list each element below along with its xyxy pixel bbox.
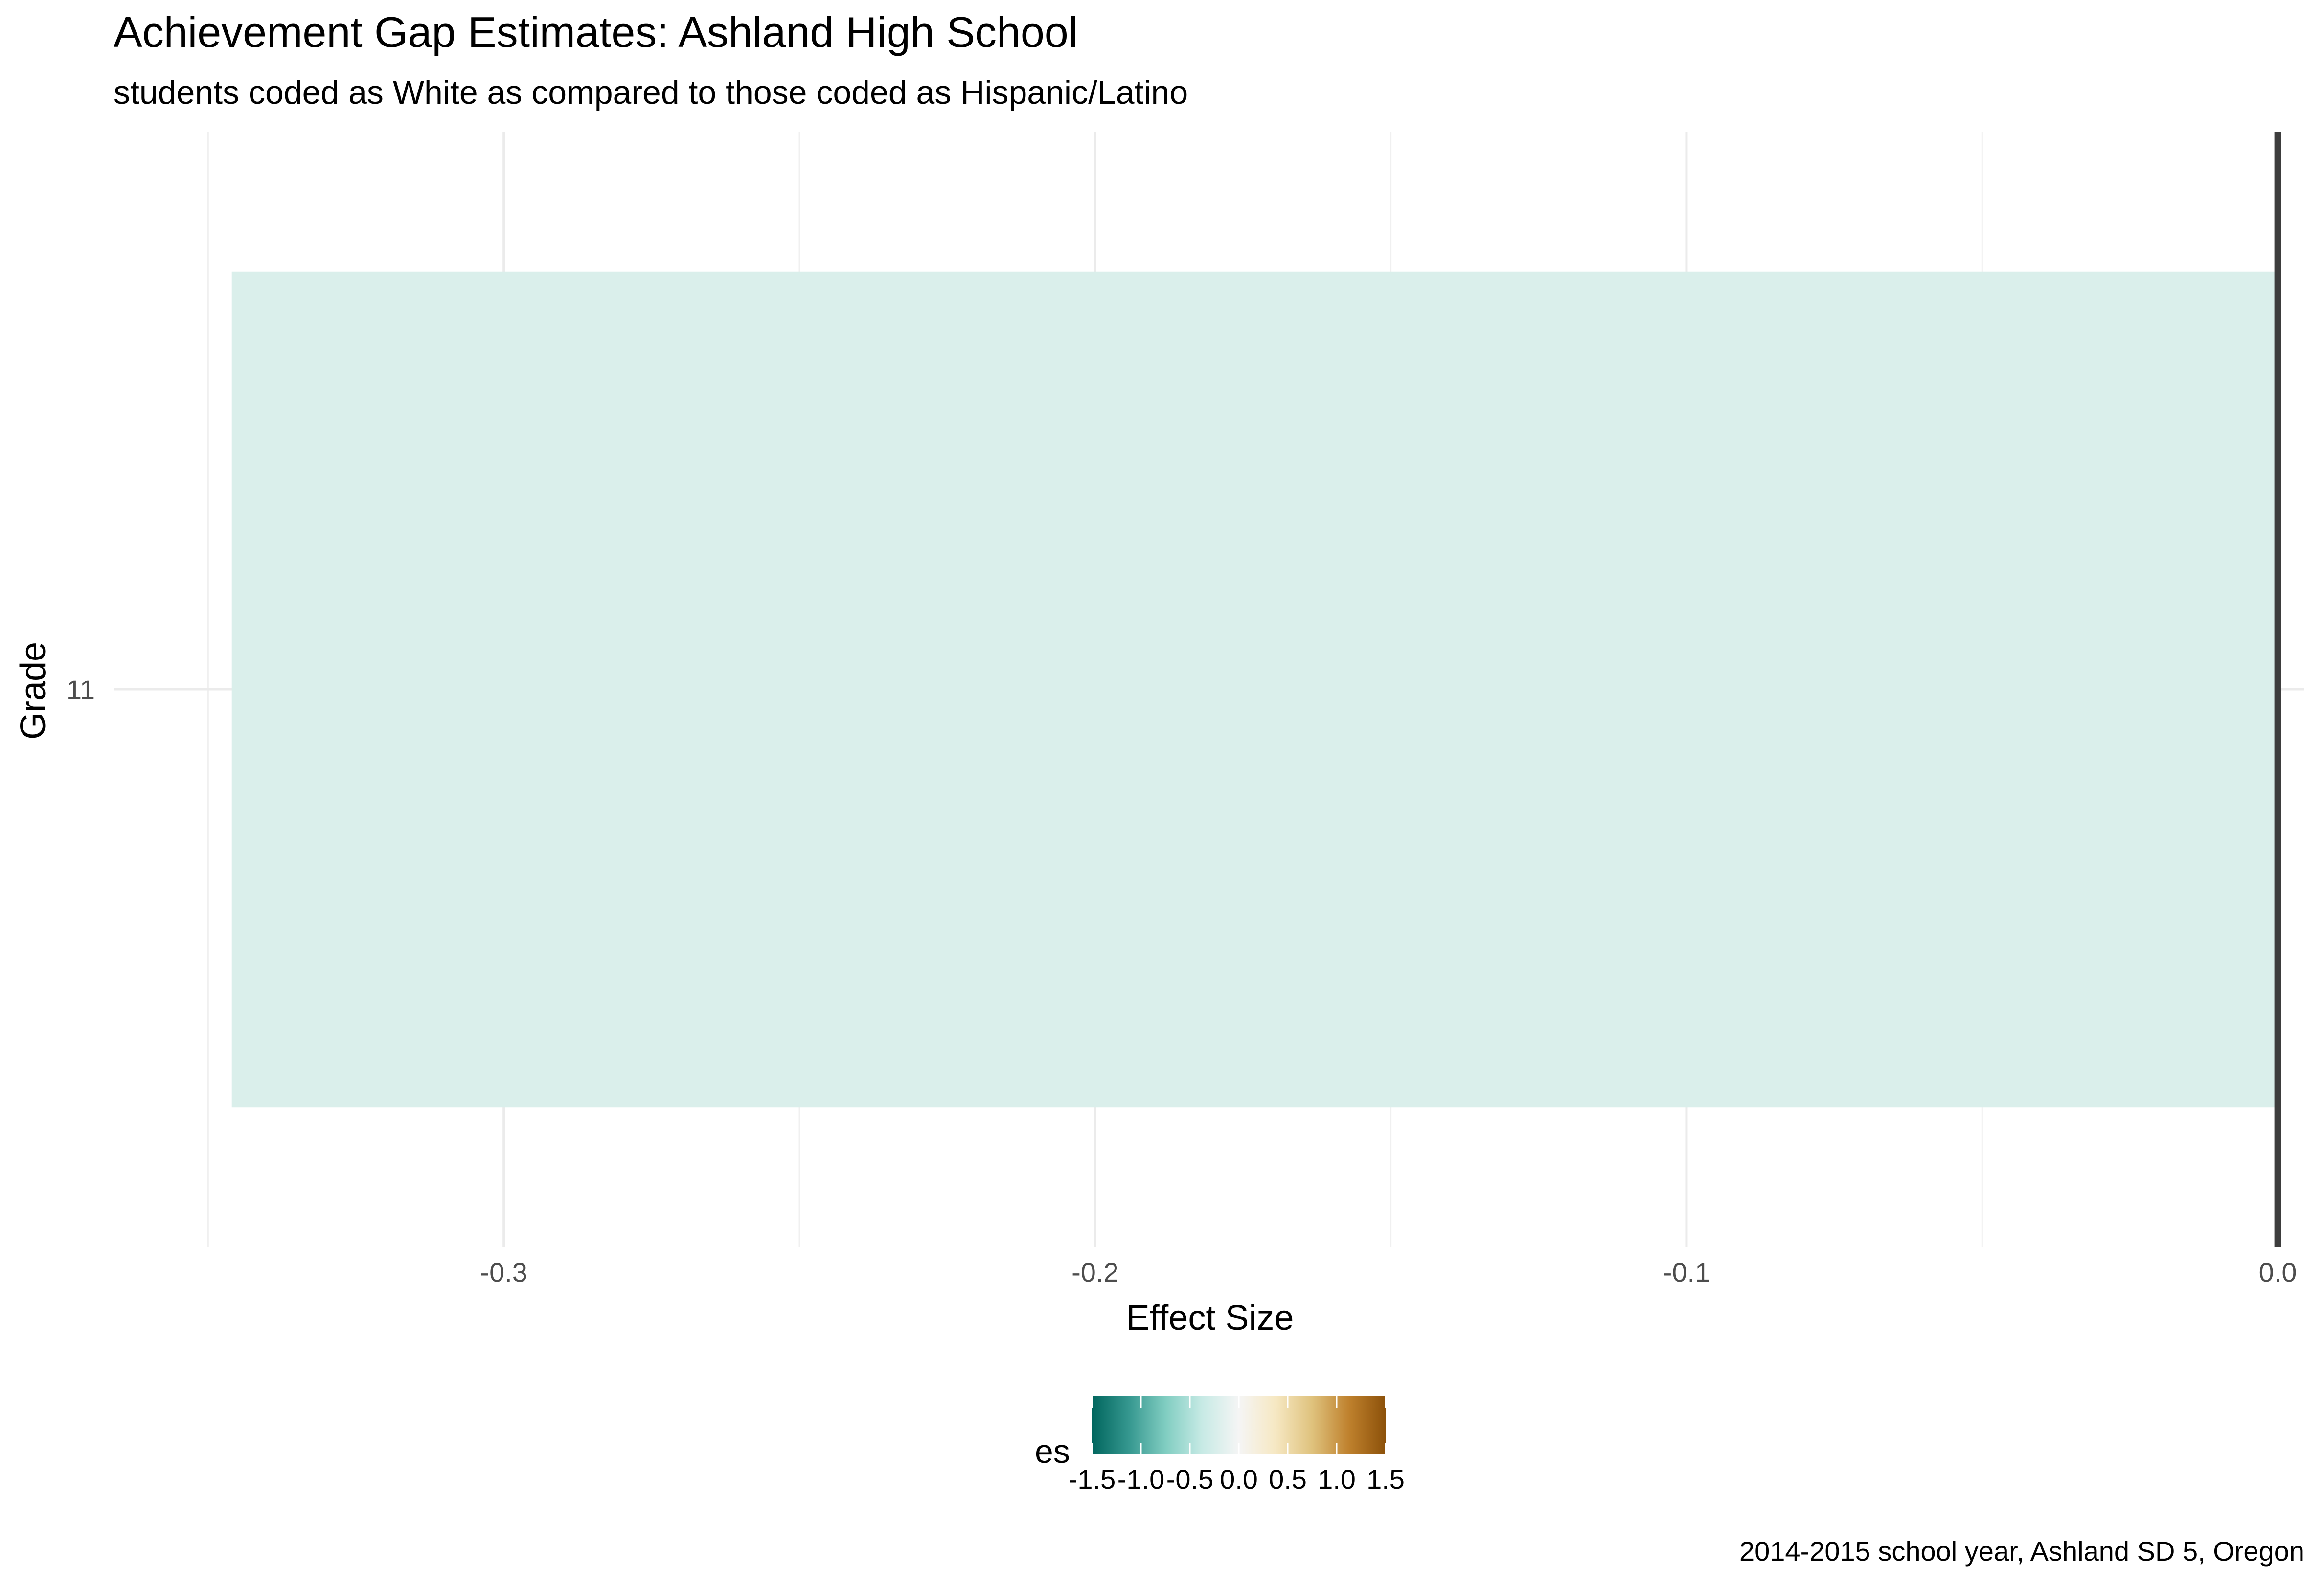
- chart-title: Achievement Gap Estimates: Ashland High …: [114, 8, 1078, 56]
- bars: [231, 271, 2278, 1108]
- chart-caption: 2014-2015 school year, Ashland SD 5, Ore…: [1739, 1536, 2304, 1567]
- y-tick-label: 11: [67, 674, 95, 705]
- x-axis-ticks: -0.3 -0.2 -0.1 0.0: [480, 1257, 2297, 1288]
- x-axis-label: Effect Size: [1126, 1298, 1294, 1338]
- y-axis-label: Grade: [14, 642, 53, 740]
- y-axis-ticks: 11: [67, 674, 95, 705]
- legend-tick-label: 0.0: [1220, 1464, 1258, 1495]
- x-tick-label: 0.0: [2259, 1257, 2297, 1288]
- legend-tick-label: -1.0: [1117, 1464, 1165, 1495]
- legend-tick-label: 0.5: [1269, 1464, 1307, 1495]
- x-tick-label: -0.3: [480, 1257, 527, 1288]
- color-legend: es -1.5 -1.0 -0.5 0.0 0.5 1.0 1.5: [1035, 1396, 1405, 1495]
- legend-tick-label: -0.5: [1166, 1464, 1214, 1495]
- x-tick-label: -0.2: [1071, 1257, 1119, 1288]
- legend-tick-label: -1.5: [1069, 1464, 1116, 1495]
- legend-ticks: -1.5 -1.0 -0.5 0.0 0.5 1.0 1.5: [1069, 1396, 1405, 1495]
- x-tick-label: -0.1: [1663, 1257, 1710, 1288]
- legend-title: es: [1035, 1433, 1070, 1470]
- bar-grade-11: [231, 271, 2278, 1108]
- chart-subtitle: students coded as White as compared to t…: [114, 74, 1188, 111]
- legend-tick-label: 1.0: [1318, 1464, 1356, 1495]
- legend-tick-label: 1.5: [1367, 1464, 1405, 1495]
